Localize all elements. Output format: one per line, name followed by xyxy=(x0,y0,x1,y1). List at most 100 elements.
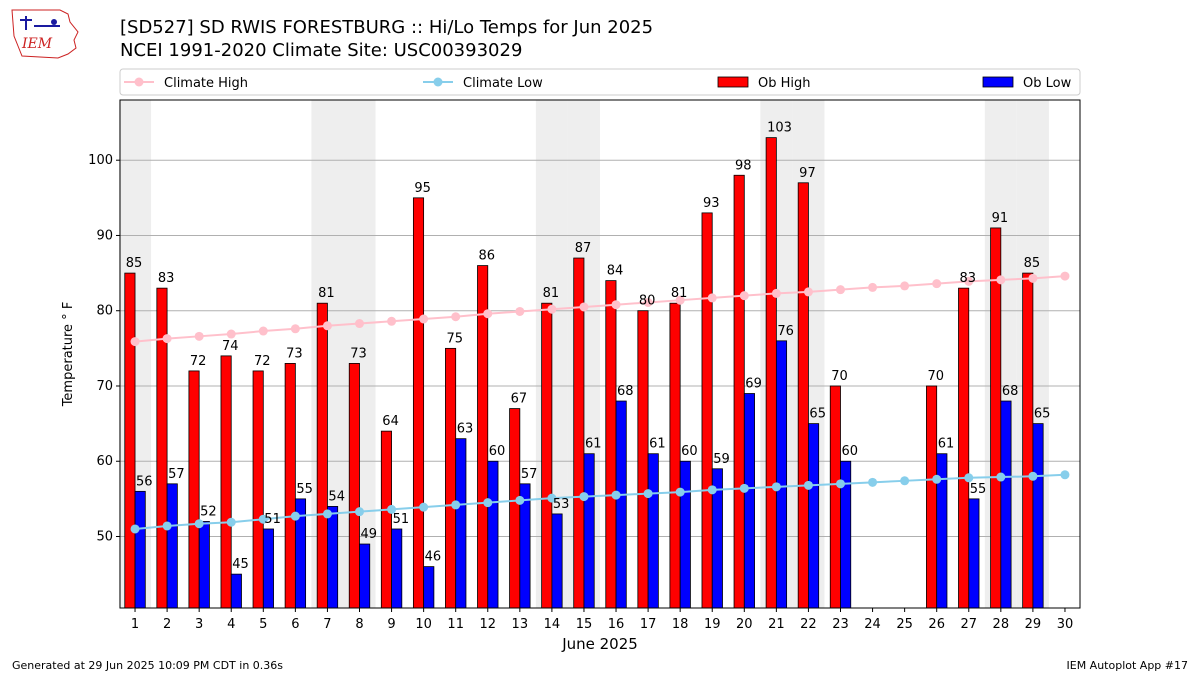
ob-low-label: 76 xyxy=(777,324,794,339)
climate-low-point xyxy=(162,521,172,531)
climate-high-point xyxy=(322,321,332,331)
climate-high-point xyxy=(290,324,300,334)
ob-high-bar xyxy=(124,272,136,609)
climate-low-point xyxy=(258,514,268,524)
ob-low-label: 60 xyxy=(489,444,506,459)
ob-high-label: 73 xyxy=(350,346,367,361)
ob-low-bar xyxy=(455,438,467,609)
x-tick-label: 28 xyxy=(993,617,1010,632)
ob-high-bar xyxy=(958,287,970,609)
climate-low-point xyxy=(1060,470,1070,480)
climate-high-point xyxy=(1028,273,1038,283)
x-tick-label: 13 xyxy=(512,617,529,632)
ob-low-bar xyxy=(423,566,435,609)
x-tick-label: 22 xyxy=(800,617,817,632)
ob-low-label: 60 xyxy=(681,444,698,459)
climate-low-point xyxy=(836,479,846,489)
x-tick-label: 23 xyxy=(832,617,849,632)
climate-low-point xyxy=(996,472,1006,482)
ob-low-label: 60 xyxy=(842,444,859,459)
iem-logo: IEM xyxy=(11,9,79,59)
legend-marker xyxy=(433,77,443,87)
ob-high-label: 103 xyxy=(767,121,792,136)
ob-low-bar xyxy=(583,453,595,609)
climate-low-point xyxy=(579,492,589,502)
legend-label: Climate High xyxy=(164,76,248,91)
ob-high-bar xyxy=(829,385,841,609)
ob-low-label: 65 xyxy=(809,407,826,422)
x-tick-label: 11 xyxy=(447,617,464,632)
ob-high-bar xyxy=(797,182,809,609)
ob-low-bar xyxy=(166,483,178,609)
climate-high-line xyxy=(134,275,1066,343)
ob-high-label: 85 xyxy=(1024,256,1041,271)
ob-low-label: 55 xyxy=(296,482,313,497)
ob-high-label: 85 xyxy=(126,256,143,271)
x-tick-label: 16 xyxy=(608,617,625,632)
climate-low-point xyxy=(419,502,429,512)
climate-low-point xyxy=(290,511,300,521)
ob-low-bar xyxy=(808,423,820,609)
ob-low-bar xyxy=(1000,400,1012,609)
ob-low-bar xyxy=(936,453,948,609)
ob-low-bar xyxy=(519,483,531,609)
ob-low-label: 61 xyxy=(938,437,955,452)
climate-low-point xyxy=(322,509,332,519)
climate-high-point xyxy=(932,279,942,289)
ob-high-bar xyxy=(733,174,745,609)
climate-high-point xyxy=(354,319,364,329)
climate-high-point xyxy=(803,287,813,297)
ob-low-bar xyxy=(294,498,307,609)
app-footer: IEM Autoplot App #17 xyxy=(1066,659,1189,672)
ob-low-label: 52 xyxy=(200,504,217,519)
x-tick-label: 3 xyxy=(195,617,203,632)
ob-low-bar xyxy=(840,460,852,609)
ob-high-bar xyxy=(541,302,553,609)
x-tick-label: 9 xyxy=(387,617,395,632)
ob-high-bar xyxy=(1022,272,1034,609)
x-tick-label: 6 xyxy=(291,617,299,632)
weekend-band xyxy=(343,100,376,608)
ob-high-label: 70 xyxy=(927,369,944,384)
climate-high-point xyxy=(258,326,268,336)
x-tick-label: 27 xyxy=(960,617,977,632)
ob-low-label: 51 xyxy=(393,512,410,527)
climate-low-point xyxy=(483,498,493,508)
ob-high-label: 73 xyxy=(286,346,303,361)
ob-low-label: 57 xyxy=(521,467,538,482)
ob-high-label: 70 xyxy=(831,369,848,384)
ob-high-bar xyxy=(477,265,489,609)
climate-low-point xyxy=(964,473,974,483)
ob-high-label: 64 xyxy=(382,414,399,429)
ob-high-label: 98 xyxy=(735,158,752,173)
x-tick-label: 7 xyxy=(323,617,331,632)
x-tick-label: 26 xyxy=(928,617,945,632)
ob-low-label: 54 xyxy=(328,489,345,504)
climate-high-point xyxy=(771,288,781,298)
ob-high-bar xyxy=(926,385,938,609)
climate-low-point xyxy=(803,480,813,490)
climate-low-line xyxy=(134,473,1066,530)
legend-box xyxy=(119,68,1081,96)
legend-label: Ob High xyxy=(758,76,811,91)
climate-high-point xyxy=(675,295,685,305)
ob-low-label: 49 xyxy=(360,527,377,542)
ob-high-bar xyxy=(509,408,521,609)
ob-low-label: 45 xyxy=(232,557,249,572)
weekend-band xyxy=(984,100,1017,608)
ob-low-label: 65 xyxy=(1034,407,1051,422)
ob-high-label: 93 xyxy=(703,196,720,211)
ob-high-label: 74 xyxy=(222,339,239,354)
climate-high-point xyxy=(707,293,717,303)
ob-low-label: 61 xyxy=(585,437,602,452)
ob-high-label: 83 xyxy=(960,271,977,286)
ob-low-label: 51 xyxy=(264,512,281,527)
ob-high-bar xyxy=(348,363,360,609)
ob-high-label: 87 xyxy=(575,241,592,256)
weekend-band xyxy=(567,100,600,608)
ob-high-label: 83 xyxy=(158,271,175,286)
ob-high-label: 67 xyxy=(511,392,528,407)
x-tick-label: 10 xyxy=(415,617,432,632)
ob-high-label: 84 xyxy=(607,264,624,279)
climate-high-point xyxy=(836,285,846,295)
